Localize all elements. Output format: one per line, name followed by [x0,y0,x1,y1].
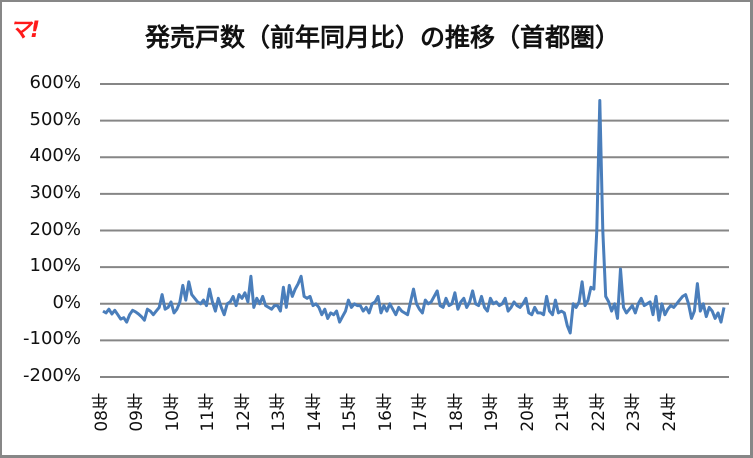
y-tick-label: 600% [29,72,81,93]
series-line [102,99,726,335]
y-tick-label: 300% [29,181,81,203]
y-tick-label: 400% [29,145,81,167]
x-tick-label: 16年 [375,393,396,432]
y-tick-label: -100% [23,328,81,350]
x-tick-label: 08年 [92,393,112,432]
x-tick-label: 18年 [446,393,467,432]
x-tick-label: 15年 [340,393,361,432]
x-tick-label: 23年 [624,393,645,432]
brand-logo: マ! [9,18,40,43]
y-tick-label: 200% [29,218,81,240]
y-tick-label: 500% [29,108,81,130]
x-tick-label: 21年 [553,393,574,432]
x-tick-label: 22年 [588,393,609,432]
x-tick-label: 13年 [269,393,290,432]
x-tick-label: 11年 [198,393,219,432]
x-tick-label: 12年 [233,393,254,432]
x-tick-label: 09年 [127,393,148,432]
x-tick-label: 10年 [162,393,183,432]
x-tick-label: 14年 [304,393,325,432]
y-tick-label: -200% [23,365,81,386]
y-tick-label: 0% [52,291,81,313]
x-tick-label: 17年 [411,393,432,432]
x-tick-label: 24年 [659,393,680,432]
chart-title: 発売戸数（前年同月比）の推移（首都圏） [144,23,620,52]
x-tick-label: 19年 [482,393,503,432]
x-tick-label: 20年 [517,393,538,432]
y-tick-label: 100% [29,255,81,277]
